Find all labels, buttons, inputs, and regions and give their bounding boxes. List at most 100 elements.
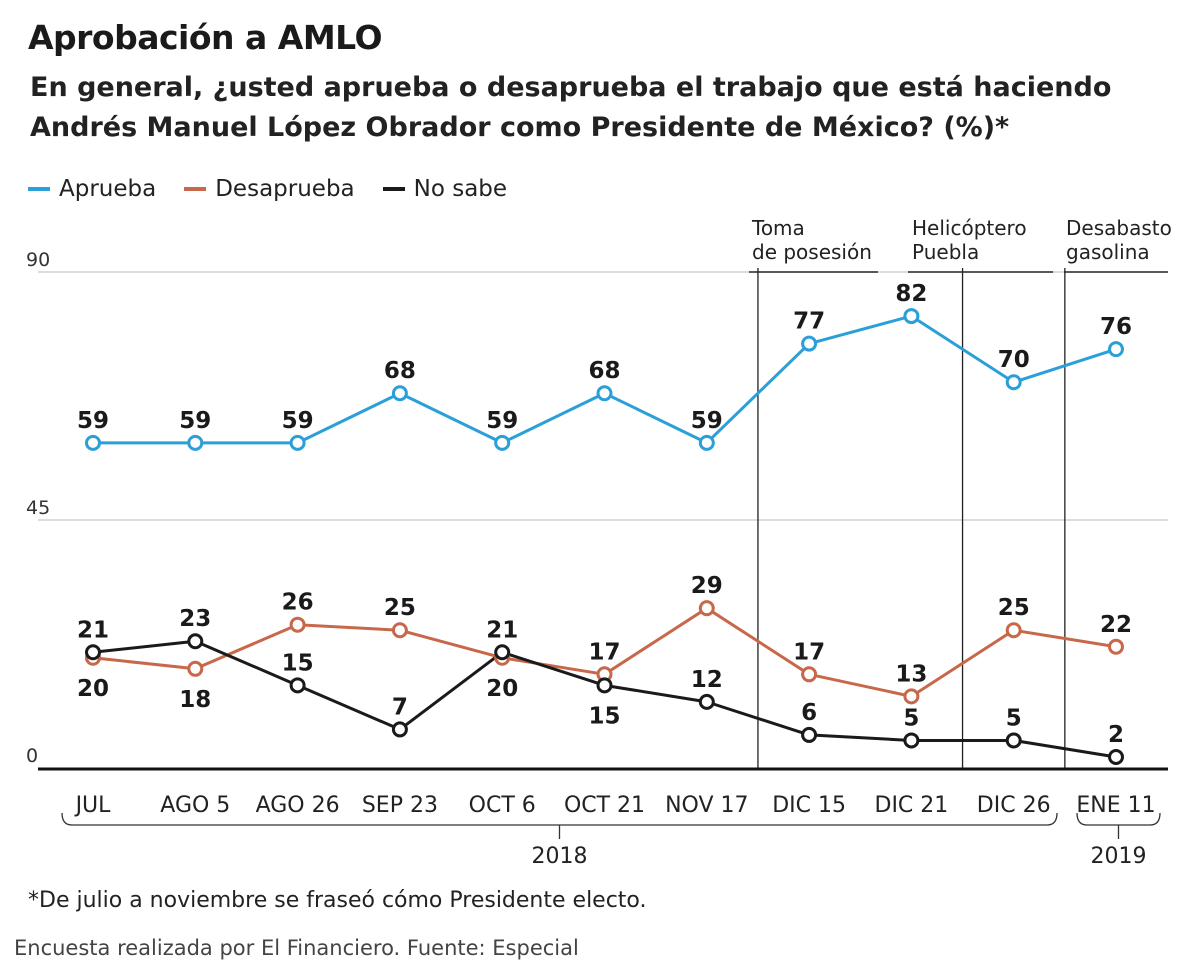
data-label-aprueba-6: 59 [691,408,723,434]
data-label-aprueba-0: 59 [77,408,109,434]
point-desaprueba-1 [187,660,204,677]
data-label-no-sabe-0: 21 [77,617,109,643]
x-tick-label-10: ENE 11 [1076,793,1155,818]
subtitle-line-2: Andrés Manuel López Obrador como Preside… [30,112,1010,143]
event-label-1-line-2: Puebla [912,240,979,264]
point-aprueba-1 [187,434,204,451]
point-aprueba-10 [1108,341,1124,358]
legend: Aprueba Desaprueba No sabe [28,176,507,202]
legend-item-no-sabe: No sabe [382,176,508,202]
y-tick-label-90: 90 [26,249,50,271]
data-label-no-sabe-1: 23 [179,606,211,632]
data-label-no-sabe-6: 12 [691,667,723,693]
point-desaprueba-8 [903,688,920,705]
point-no-sabe-9 [1005,732,1022,749]
legend-swatch-desaprueba [184,187,207,191]
x-tick-label-7: DIC 15 [772,793,846,818]
data-label-desaprueba-6: 29 [691,573,723,599]
point-aprueba-5 [596,385,613,402]
point-aprueba-7 [801,335,818,352]
year-2019-label: 2019 [1091,844,1147,869]
legend-label-aprueba: Aprueba [59,176,157,202]
data-label-no-sabe-2: 15 [282,650,314,676]
data-label-desaprueba-3: 25 [384,595,416,621]
data-label-aprueba-8: 82 [895,281,927,307]
data-label-aprueba-5: 68 [588,358,620,384]
data-label-desaprueba-4: 20 [486,676,518,702]
point-aprueba-0 [85,434,101,451]
point-aprueba-8 [903,308,920,325]
point-no-sabe-5 [596,677,613,694]
data-label-no-sabe-10: 2 [1108,722,1124,748]
event-label-1-line-1: Helicóptero [912,216,1027,240]
data-label-aprueba-10: 76 [1100,314,1132,340]
data-label-aprueba-1: 59 [179,408,211,434]
point-desaprueba-9 [1005,622,1022,639]
point-no-sabe-7 [801,726,818,743]
event-label-2-line-2: gasolina [1066,240,1150,264]
x-tick-label-5: OCT 21 [564,793,645,818]
point-aprueba-4 [494,434,511,451]
data-label-aprueba-2: 59 [282,408,314,434]
legend-swatch-no-sabe [382,187,405,191]
event-label-0-line-2: de posesión [752,240,872,264]
data-label-desaprueba-9: 25 [998,595,1030,621]
chart-subtitle: En general, ¿usted aprueba o desaprueba … [30,68,1170,148]
point-aprueba-9 [1005,374,1022,391]
subtitle-line-1: En general, ¿usted aprueba o desaprueba … [30,72,1112,103]
point-aprueba-6 [698,434,715,451]
data-label-aprueba-3: 68 [384,358,416,384]
legend-item-aprueba: Aprueba [28,176,156,202]
x-tick-label-4: OCT 6 [469,793,536,818]
data-label-no-sabe-5: 15 [588,703,620,729]
data-label-desaprueba-5: 17 [588,639,620,665]
x-tick-label-9: DIC 26 [977,793,1051,818]
event-label-2-line-1: Desabasto [1066,216,1172,240]
point-no-sabe-3 [391,721,408,738]
data-label-no-sabe-8: 5 [903,705,919,731]
year-2018-label: 2018 [532,844,588,869]
source-note: Encuesta realizada por El Financiero. Fu… [14,936,579,960]
point-desaprueba-10 [1108,638,1124,655]
data-label-desaprueba-10: 22 [1100,612,1132,638]
legend-item-desaprueba: Desaprueba [184,176,355,202]
footnote: *De julio a noviembre se fraseó cómo Pre… [28,888,647,913]
x-tick-label-0: JUL [74,793,112,818]
point-desaprueba-6 [698,600,715,617]
x-tick-label-1: AGO 5 [160,793,230,818]
point-desaprueba-7 [801,666,818,683]
data-label-no-sabe-4: 21 [486,617,518,643]
point-no-sabe-2 [289,677,306,694]
data-label-desaprueba-7: 17 [793,639,825,665]
data-label-no-sabe-9: 5 [1006,705,1022,731]
point-no-sabe-1 [187,633,204,650]
data-label-aprueba-4: 59 [486,408,518,434]
point-desaprueba-3 [391,622,408,639]
data-label-desaprueba-1: 18 [179,687,211,713]
point-no-sabe-4 [494,644,511,661]
event-label-0-line-1: Toma [751,216,805,240]
data-label-desaprueba-0: 20 [77,676,109,702]
y-tick-label-0: 0 [26,745,38,767]
point-no-sabe-0 [85,644,101,661]
legend-swatch-aprueba [28,187,50,191]
point-desaprueba-2 [289,616,306,633]
data-label-desaprueba-8: 13 [895,661,927,687]
point-no-sabe-8 [903,732,920,749]
x-tick-label-2: AGO 26 [256,793,340,818]
x-tick-label-8: DIC 21 [875,793,949,818]
point-aprueba-3 [391,385,408,402]
point-aprueba-2 [289,434,306,451]
point-no-sabe-6 [698,693,715,710]
legend-label-no-sabe: No sabe [413,176,508,202]
y-tick-label-45: 45 [26,497,50,519]
data-label-aprueba-9: 70 [998,347,1030,373]
data-label-aprueba-7: 77 [793,309,825,335]
x-tick-label-6: NOV 17 [665,793,748,818]
data-label-desaprueba-2: 26 [282,590,314,616]
x-tick-label-3: SEP 23 [362,793,438,818]
data-label-no-sabe-7: 6 [801,700,817,726]
data-label-no-sabe-3: 7 [392,694,408,720]
legend-label-desaprueba: Desaprueba [215,176,355,202]
